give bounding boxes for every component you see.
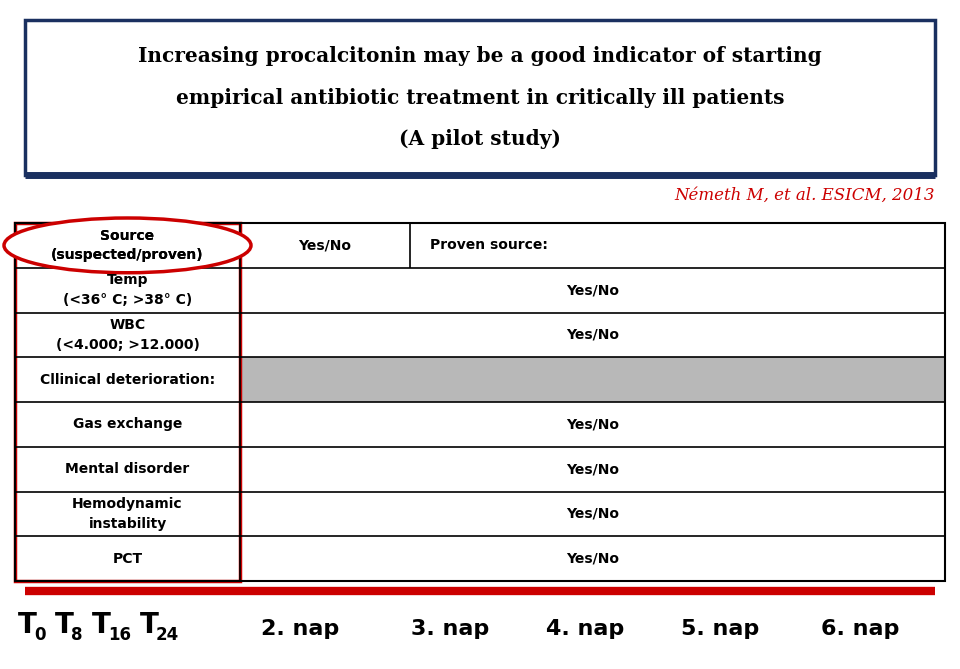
Text: 6. nap: 6. nap [821, 619, 900, 639]
Text: Yes/No: Yes/No [566, 328, 619, 342]
Text: T: T [55, 611, 74, 639]
Text: Yes/No: Yes/No [566, 507, 619, 521]
Text: Proven source:: Proven source: [430, 238, 548, 252]
Text: PCT: PCT [112, 552, 143, 565]
Text: T: T [18, 611, 36, 639]
Text: Hemodynamic
instability: Hemodynamic instability [72, 497, 182, 531]
Text: Gas exchange: Gas exchange [73, 417, 182, 432]
Text: Németh M, et al. ESICM, 2013: Németh M, et al. ESICM, 2013 [675, 187, 935, 203]
Text: empirical antibiotic treatment in critically ill patients: empirical antibiotic treatment in critic… [176, 88, 784, 108]
Text: Temp
(<36° C; >38° C): Temp (<36° C; >38° C) [62, 274, 192, 307]
Bar [240, 357, 945, 402]
Ellipse shape [4, 218, 251, 273]
Text: Yes/No: Yes/No [299, 238, 351, 252]
Text: 2. nap: 2. nap [261, 619, 339, 639]
FancyBboxPatch shape [25, 20, 935, 175]
Text: Yes/No: Yes/No [566, 283, 619, 297]
Text: Yes/No: Yes/No [566, 552, 619, 565]
Text: Yes/No: Yes/No [566, 417, 619, 432]
Text: 3. nap: 3. nap [411, 619, 490, 639]
Text: 4. nap: 4. nap [546, 619, 624, 639]
FancyBboxPatch shape [15, 223, 240, 581]
Text: Cllinical deterioration:: Cllinical deterioration: [40, 373, 215, 387]
Text: Mental disorder: Mental disorder [65, 462, 190, 476]
Text: Source
(suspected/proven): Source (suspected/proven) [51, 229, 204, 262]
Text: 0: 0 [34, 626, 45, 644]
Text: Source
(suspected/proven): Source (suspected/proven) [51, 229, 204, 262]
Text: T: T [92, 611, 110, 639]
Text: 24: 24 [156, 626, 180, 644]
Text: 5. nap: 5. nap [681, 619, 759, 639]
Text: WBC
(<4.000; >12.000): WBC (<4.000; >12.000) [56, 318, 200, 352]
Text: Yes/No: Yes/No [566, 462, 619, 476]
Text: T: T [140, 611, 158, 639]
Text: Increasing procalcitonin may be a good indicator of starting: Increasing procalcitonin may be a good i… [138, 45, 822, 66]
Text: (A pilot study): (A pilot study) [399, 129, 561, 149]
Text: 16: 16 [108, 626, 131, 644]
Text: 8: 8 [71, 626, 83, 644]
